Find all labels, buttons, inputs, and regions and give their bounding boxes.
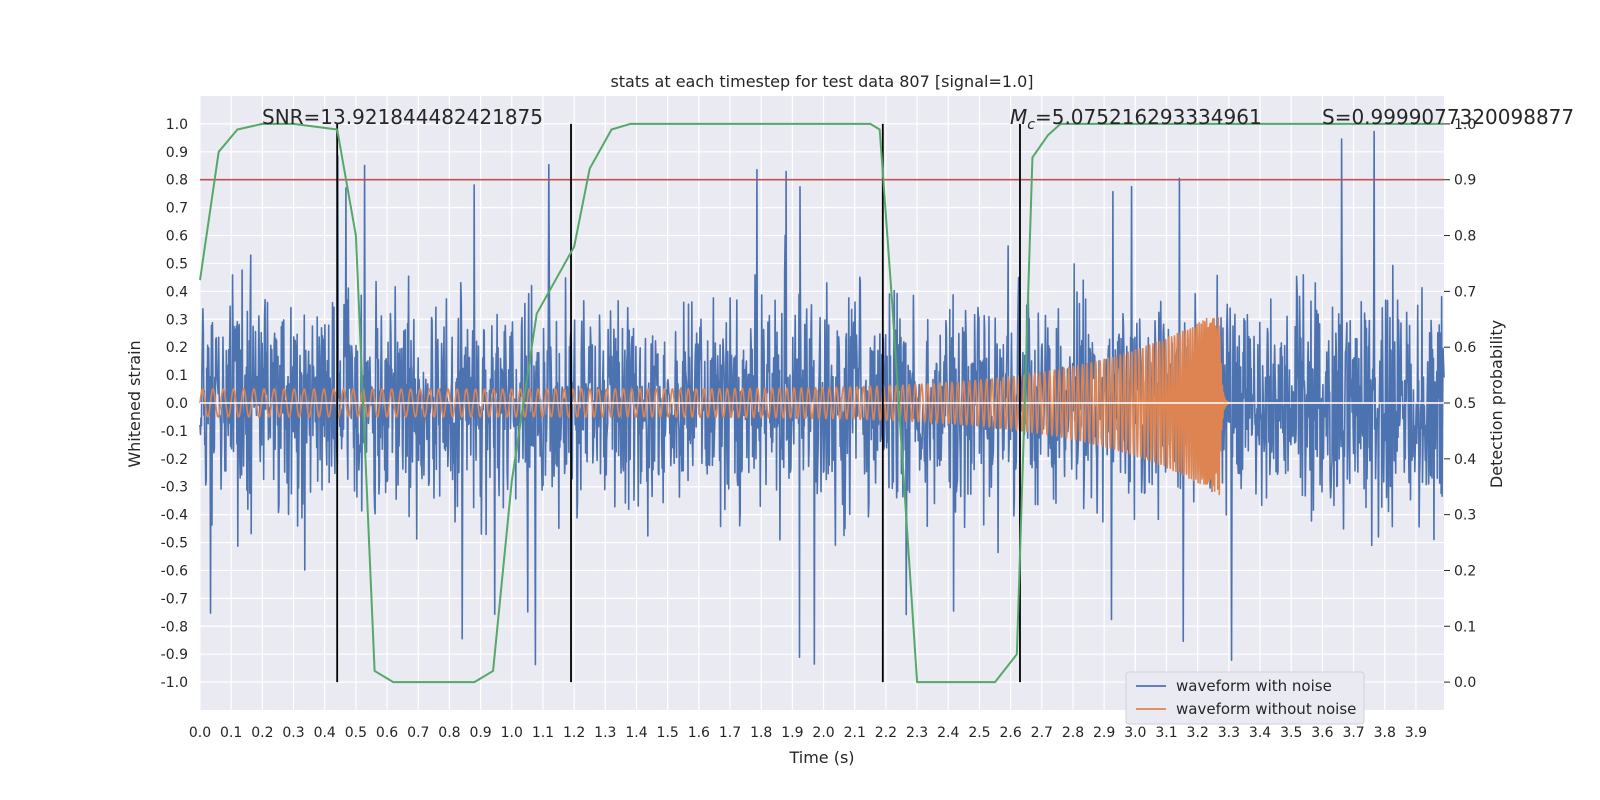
y-tick-label: -0.2 xyxy=(161,452,188,468)
chirp-mass-annotation: Mc=5.075216293334961 xyxy=(1010,105,1262,133)
y2-tick-label: 0.2 xyxy=(1454,563,1476,579)
chart-title: stats at each timestep for test data 807… xyxy=(610,72,1033,91)
x-tick-label: 1.0 xyxy=(501,725,523,741)
y-tick-label: -0.6 xyxy=(161,563,188,579)
x-tick-label: 0.2 xyxy=(251,725,273,741)
y-tick-label: -0.7 xyxy=(161,591,188,607)
y-tick-label: 0.1 xyxy=(166,368,188,384)
x-tick-label: 2.4 xyxy=(937,725,959,741)
y-tick-label: 0.0 xyxy=(166,396,188,412)
x-tick-label: 0.0 xyxy=(189,725,211,741)
legend-box xyxy=(1125,671,1365,725)
series-detection-probability xyxy=(199,122,1444,684)
y2-tick-label: 0.5 xyxy=(1454,396,1476,412)
y-tick-label: 0.3 xyxy=(166,312,188,328)
x-tick-label: 3.3 xyxy=(1218,725,1240,741)
x-tick-label: 0.4 xyxy=(314,725,336,741)
chirp-mass-value: =5.075216293334961 xyxy=(1035,105,1262,129)
y-tick-label: -1.0 xyxy=(161,675,188,691)
x-tick-label: 1.6 xyxy=(688,725,710,741)
y-tick-label: 0.4 xyxy=(166,284,188,300)
legend-label-noise: waveform with noise xyxy=(1176,677,1332,695)
s-annotation: S=0.9999077320098877 xyxy=(1322,105,1574,129)
y2-tick-label: 0.4 xyxy=(1454,452,1476,468)
y2-tick-label: 0.0 xyxy=(1454,675,1476,691)
x-tick-label: 2.7 xyxy=(1031,725,1053,741)
y-tick-label: -0.8 xyxy=(161,619,188,635)
y2-tick-labels: 1.0 0.9 0.8 0.7 0.6 0.5 0.4 0.3 0.2 0.1 0.0 xyxy=(1444,117,1476,691)
x-tick-label: 3.5 xyxy=(1280,725,1302,741)
x-tick-label: 1.5 xyxy=(657,725,679,741)
x-tick-label: 1.2 xyxy=(563,725,585,741)
x-tick-label: 1.3 xyxy=(594,725,616,741)
y2-axis-label: Detection probability xyxy=(1487,320,1506,488)
y2-tick-label: 0.3 xyxy=(1454,508,1476,524)
x-tick-label: 3.4 xyxy=(1249,725,1271,741)
y2-tick-label: 0.1 xyxy=(1454,619,1476,635)
legend: waveform with noise waveform without noi… xyxy=(1125,671,1365,725)
y-tick-labels: 1.0 0.9 0.8 0.7 0.6 0.5 0.4 0.3 0.2 0.1 0.0 -0.1 -0.… xyxy=(161,117,188,691)
x-tick-label: 3.7 xyxy=(1342,725,1364,741)
chirp-mass-symbol: M xyxy=(1010,105,1027,129)
y2-tick-label: 0.7 xyxy=(1454,284,1476,300)
y-tick-label: -0.3 xyxy=(161,480,188,496)
segment-markers xyxy=(336,123,1021,683)
x-tick-label: 3.9 xyxy=(1405,725,1427,741)
x-tick-label: 3.0 xyxy=(1124,725,1146,741)
x-tick-label: 2.5 xyxy=(968,725,990,741)
legend-label-clean: waveform without noise xyxy=(1176,700,1356,718)
y-tick-label: 0.2 xyxy=(166,340,188,356)
y-tick-label: 0.9 xyxy=(166,145,188,161)
y2-tick-label: 0.8 xyxy=(1454,229,1476,245)
y2-tick-label: 0.9 xyxy=(1454,173,1476,189)
x-tick-label: 1.9 xyxy=(781,725,803,741)
x-tick-label: 2.3 xyxy=(906,725,928,741)
snr-annotation: SNR=13.921844482421875 xyxy=(262,105,543,129)
x-tick-label: 1.7 xyxy=(719,725,741,741)
y-tick-label: -0.9 xyxy=(161,647,188,663)
y2-tick-label: 0.6 xyxy=(1454,340,1476,356)
x-tick-label: 1.1 xyxy=(532,725,554,741)
y-tick-label: 0.8 xyxy=(166,173,188,189)
x-tick-label: 3.6 xyxy=(1311,725,1333,741)
y2-tick-label: 1.0 xyxy=(1454,117,1476,133)
x-tick-label: 2.9 xyxy=(1093,725,1115,741)
x-tick-label: 3.8 xyxy=(1374,725,1396,741)
x-tick-label: 0.9 xyxy=(469,725,491,741)
x-tick-label: 0.3 xyxy=(282,725,304,741)
y-tick-label: -0.4 xyxy=(161,508,188,524)
detection-probability-line xyxy=(199,122,1444,684)
x-tick-label: 2.1 xyxy=(844,725,866,741)
x-tick-label: 1.4 xyxy=(625,725,647,741)
x-tick-label: 0.7 xyxy=(407,725,429,741)
x-tick-label: 0.1 xyxy=(220,725,242,741)
y-tick-label: 0.5 xyxy=(166,256,188,272)
x-tick-label: 2.6 xyxy=(999,725,1021,741)
x-tick-label: 0.8 xyxy=(438,725,460,741)
chirp-mass-subscript: c xyxy=(1027,117,1035,133)
x-tick-label: 0.6 xyxy=(376,725,398,741)
x-tick-label: 2.8 xyxy=(1062,725,1084,741)
x-tick-labels: 0.0 0.1 0.2 0.3 0.4 0.5 0.6 0.7 0.8 0.9 1.0 1.1 1.2 1… xyxy=(189,725,1427,741)
y-tick-label: 0.6 xyxy=(166,229,188,245)
y-tick-label: -0.5 xyxy=(161,536,188,552)
x-tick-label: 3.2 xyxy=(1187,725,1209,741)
x-tick-label: 0.5 xyxy=(345,725,367,741)
y-tick-label: 1.0 xyxy=(166,117,188,133)
y-axis-label: Whitened strain xyxy=(125,340,144,467)
x-tick-label: 1.8 xyxy=(750,725,772,741)
y-tick-label: 0.7 xyxy=(166,201,188,217)
x-tick-label: 2.2 xyxy=(875,725,897,741)
x-tick-label: 3.1 xyxy=(1155,725,1177,741)
threshold-lines xyxy=(200,178,1444,404)
x-axis-label: Time (s) xyxy=(788,748,854,767)
y-tick-label: -0.1 xyxy=(161,424,188,440)
x-tick-label: 2.0 xyxy=(812,725,834,741)
